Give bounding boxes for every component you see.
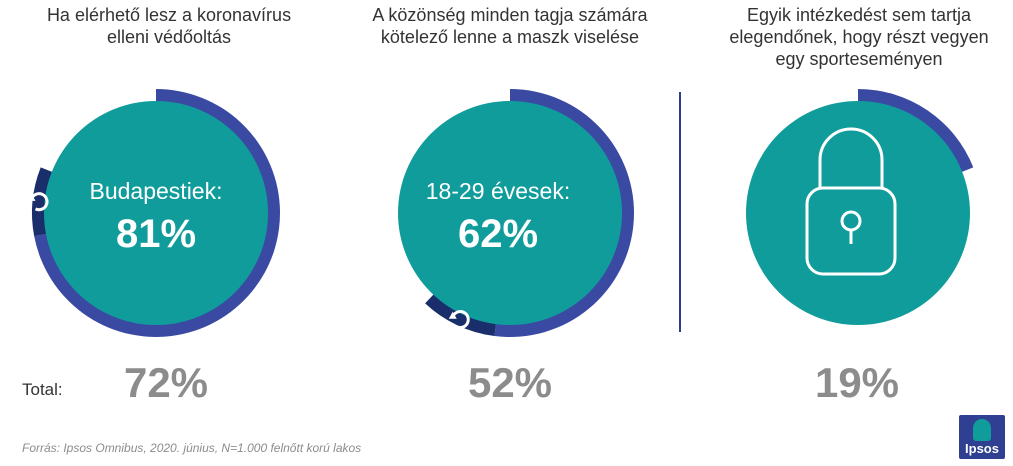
panel-3-heading-line-3: egy sporteseményen bbox=[775, 49, 943, 69]
source-footnote: Forrás: Ipsos Omnibus, 2020. június, N=1… bbox=[22, 441, 362, 455]
padlock-icon bbox=[805, 127, 897, 276]
panel-3-donut bbox=[746, 89, 974, 325]
panel-3-heading: Egyik intézkedést sem tartja elegendőnek… bbox=[704, 4, 1013, 70]
panel-divider bbox=[679, 92, 681, 332]
panel-1-donut bbox=[27, 89, 280, 337]
panel-1-center-label: Budapestiek: bbox=[89, 178, 223, 204]
refresh-icon bbox=[27, 192, 49, 212]
panel-1-heading: Ha elérhető lesz a koronavírus elleni vé… bbox=[14, 4, 324, 48]
teal-disc bbox=[398, 101, 622, 325]
panel-2-heading-line-2: kötelező lenne a maszk viselése bbox=[380, 27, 640, 47]
panel-1-heading-line-2: elleni védőoltás bbox=[106, 27, 232, 47]
panel-2-heading: A közönség minden tagja számára kötelező… bbox=[355, 4, 665, 48]
teal-disc bbox=[44, 101, 268, 325]
logo-mark bbox=[973, 419, 991, 441]
panel-2-heading-line-1: A közönség minden tagja számára bbox=[372, 5, 648, 25]
panel-2-center-value: 62% bbox=[457, 212, 539, 256]
panel-2-total-value: 52% bbox=[467, 359, 553, 406]
panel-2-donut bbox=[398, 89, 634, 337]
panel-3-heading-line-1: Egyik intézkedést sem tartja bbox=[746, 5, 972, 25]
panel-1-total-value: 72% bbox=[123, 359, 209, 406]
panel-1-heading-line-1: Ha elérhető lesz a koronavírus bbox=[46, 5, 292, 25]
panel-3-total-value: 19% bbox=[814, 359, 900, 406]
ipsos-logo: Ipsos bbox=[959, 415, 1005, 459]
refresh-icon bbox=[448, 310, 470, 330]
panel-1-center-value: 81% bbox=[115, 212, 197, 256]
total-label: Total: bbox=[22, 380, 63, 399]
panel-3-heading-line-2: elegendőnek, hogy részt vegyen bbox=[729, 27, 989, 47]
panel-2-center-label: 18-29 évesek: bbox=[425, 178, 571, 204]
teal-disc bbox=[746, 101, 970, 325]
logo-text: Ipsos bbox=[965, 441, 999, 456]
